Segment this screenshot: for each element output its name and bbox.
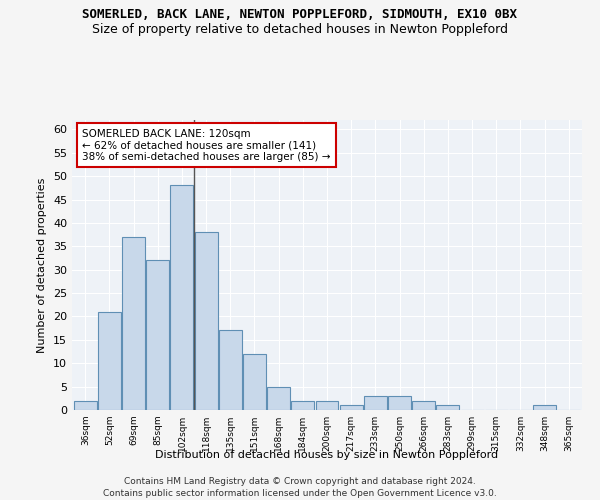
Bar bbox=[219, 330, 242, 410]
Bar bbox=[292, 400, 314, 410]
Bar bbox=[267, 386, 290, 410]
Y-axis label: Number of detached properties: Number of detached properties bbox=[37, 178, 47, 352]
Text: Distribution of detached houses by size in Newton Poppleford: Distribution of detached houses by size … bbox=[155, 450, 499, 460]
Text: Contains HM Land Registry data © Crown copyright and database right 2024.: Contains HM Land Registry data © Crown c… bbox=[124, 478, 476, 486]
Bar bbox=[98, 312, 121, 410]
Bar bbox=[170, 186, 193, 410]
Bar bbox=[533, 406, 556, 410]
Bar bbox=[436, 406, 460, 410]
Bar bbox=[340, 406, 362, 410]
Text: Size of property relative to detached houses in Newton Poppleford: Size of property relative to detached ho… bbox=[92, 22, 508, 36]
Text: Contains public sector information licensed under the Open Government Licence v3: Contains public sector information licen… bbox=[103, 489, 497, 498]
Bar bbox=[388, 396, 411, 410]
Bar bbox=[243, 354, 266, 410]
Bar bbox=[194, 232, 218, 410]
Text: SOMERLED BACK LANE: 120sqm
← 62% of detached houses are smaller (141)
38% of sem: SOMERLED BACK LANE: 120sqm ← 62% of deta… bbox=[82, 128, 331, 162]
Bar bbox=[74, 400, 97, 410]
Bar bbox=[364, 396, 387, 410]
Text: SOMERLED, BACK LANE, NEWTON POPPLEFORD, SIDMOUTH, EX10 0BX: SOMERLED, BACK LANE, NEWTON POPPLEFORD, … bbox=[83, 8, 517, 20]
Bar bbox=[412, 400, 435, 410]
Bar bbox=[122, 237, 145, 410]
Bar bbox=[316, 400, 338, 410]
Bar bbox=[146, 260, 169, 410]
